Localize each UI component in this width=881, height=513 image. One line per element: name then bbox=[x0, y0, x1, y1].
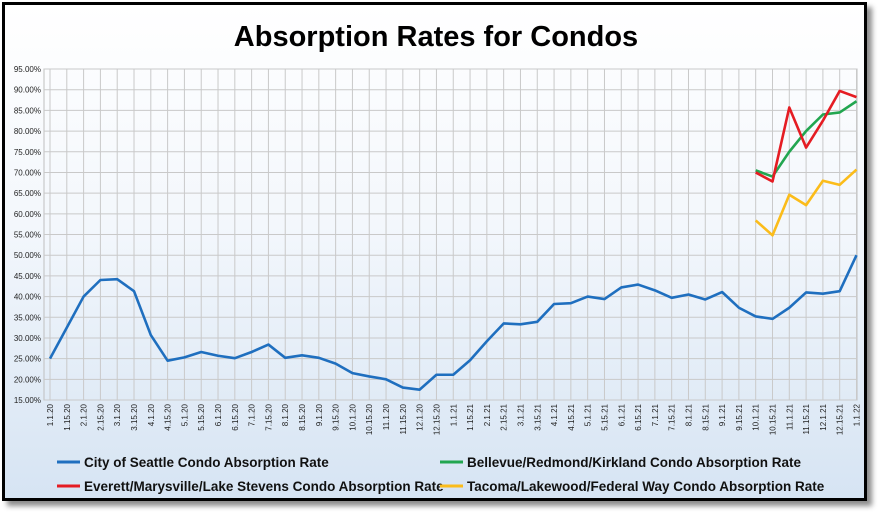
y-tick-label: 85.00% bbox=[14, 106, 41, 115]
x-tick-label: 1.1.22 bbox=[853, 403, 862, 426]
x-tick-label: 11.15.21 bbox=[802, 403, 811, 434]
legend-label: Bellevue/Redmond/Kirkland Condo Absorpti… bbox=[467, 455, 802, 470]
gridlines bbox=[44, 68, 857, 401]
x-tick-label: 7.15.20 bbox=[264, 403, 273, 430]
x-tick-label: 2.1.20 bbox=[80, 403, 89, 426]
y-tick-label: 55.00% bbox=[14, 231, 41, 240]
x-tick-label: 3.1.21 bbox=[516, 403, 525, 426]
y-tick-label: 95.00% bbox=[14, 65, 41, 74]
y-tick-label: 80.00% bbox=[14, 127, 41, 136]
x-tick-label: 1.15.21 bbox=[466, 403, 475, 430]
x-tick-label: 12.15.21 bbox=[836, 403, 845, 435]
y-tick-label: 25.00% bbox=[14, 355, 41, 364]
legend-label: Tacoma/Lakewood/Federal Way Condo Absorp… bbox=[467, 479, 825, 494]
x-axis-ticks: 1.1.20 1.15.20 2.1.20 2.15.20 3.1.20 3.15.20 4… bbox=[46, 403, 862, 435]
legend: City of Seattle Condo Absorption Rate Bel… bbox=[57, 455, 825, 494]
x-tick-label: 9.1.20 bbox=[315, 403, 324, 426]
x-tick-label: 9.1.21 bbox=[718, 403, 727, 426]
x-tick-label: 6.1.21 bbox=[617, 403, 626, 426]
x-tick-label: 12.1.20 bbox=[416, 403, 425, 430]
x-tick-label: 6.15.20 bbox=[231, 403, 240, 430]
x-tick-label: 8.15.20 bbox=[298, 403, 307, 430]
x-tick-label: 9.15.21 bbox=[735, 403, 744, 430]
y-tick-label: 50.00% bbox=[14, 251, 41, 260]
x-tick-label: 9.15.20 bbox=[332, 403, 341, 430]
x-tick-label: 3.15.20 bbox=[130, 403, 139, 430]
x-tick-label: 11.1.20 bbox=[382, 403, 391, 430]
x-tick-label: 7.15.21 bbox=[668, 403, 677, 430]
x-tick-label: 8.1.21 bbox=[684, 403, 693, 426]
chart-title: Absorption Rates for Condos bbox=[234, 21, 638, 53]
y-tick-label: 65.00% bbox=[14, 189, 41, 198]
x-tick-label: 10.1.20 bbox=[348, 403, 357, 430]
x-tick-label: 2.15.21 bbox=[500, 403, 509, 430]
x-tick-label: 1.1.21 bbox=[449, 403, 458, 426]
legend-label: City of Seattle Condo Absorption Rate bbox=[84, 455, 329, 470]
x-tick-label: 12.15.20 bbox=[432, 403, 441, 435]
x-tick-label: 4.1.21 bbox=[550, 403, 559, 426]
x-tick-label: 3.15.21 bbox=[533, 403, 542, 430]
x-tick-label: 2.15.20 bbox=[96, 403, 105, 430]
y-tick-label: 90.00% bbox=[14, 86, 41, 95]
x-tick-label: 8.1.20 bbox=[281, 403, 290, 426]
x-tick-label: 12.1.21 bbox=[819, 403, 828, 430]
x-tick-label: 4.15.21 bbox=[567, 403, 576, 430]
x-tick-label: 5.1.20 bbox=[180, 403, 189, 426]
y-tick-label: 45.00% bbox=[14, 272, 41, 281]
series-lines bbox=[48, 89, 858, 391]
x-tick-label: 10.15.21 bbox=[768, 403, 777, 435]
y-tick-label: 70.00% bbox=[14, 168, 41, 177]
x-tick-label: 6.1.20 bbox=[214, 403, 223, 426]
x-tick-label: 3.1.20 bbox=[113, 403, 122, 426]
x-tick-label: 4.1.20 bbox=[147, 403, 156, 426]
y-tick-label: 35.00% bbox=[14, 313, 41, 322]
x-tick-label: 4.15.20 bbox=[164, 403, 173, 430]
x-tick-label: 5.15.21 bbox=[600, 403, 609, 430]
x-tick-label: 11.15.20 bbox=[399, 403, 408, 434]
y-tick-label: 30.00% bbox=[14, 334, 41, 343]
x-tick-label: 10.15.20 bbox=[365, 403, 374, 435]
x-tick-label: 11.1.21 bbox=[785, 403, 794, 430]
x-tick-label: 10.1.21 bbox=[752, 403, 761, 430]
series-line bbox=[48, 254, 858, 391]
x-tick-label: 7.1.21 bbox=[651, 403, 660, 426]
legend-label: Everett/Marysville/Lake Stevens Condo Ab… bbox=[84, 479, 444, 494]
y-tick-label: 40.00% bbox=[14, 293, 41, 302]
chart-frame bbox=[2, 2, 867, 501]
y-tick-label: 60.00% bbox=[14, 210, 41, 219]
y-tick-label: 15.00% bbox=[14, 396, 41, 405]
x-tick-label: 2.1.21 bbox=[483, 403, 492, 426]
y-tick-label: 20.00% bbox=[14, 375, 41, 384]
series-line bbox=[754, 168, 858, 237]
y-axis-ticks: 95.00% 90.00% 85.00% 80.00% 75.00% 70.00% 65.0… bbox=[14, 65, 41, 405]
x-tick-label: 5.15.20 bbox=[197, 403, 206, 430]
x-tick-label: 1.1.20 bbox=[46, 403, 55, 426]
x-tick-label: 7.1.20 bbox=[248, 403, 257, 426]
x-tick-label: 5.1.21 bbox=[584, 403, 593, 426]
x-tick-label: 1.15.20 bbox=[63, 403, 72, 430]
x-tick-label: 6.15.21 bbox=[634, 403, 643, 430]
x-tick-label: 8.15.21 bbox=[701, 403, 710, 430]
series-line bbox=[755, 89, 857, 183]
y-tick-label: 75.00% bbox=[14, 148, 41, 157]
